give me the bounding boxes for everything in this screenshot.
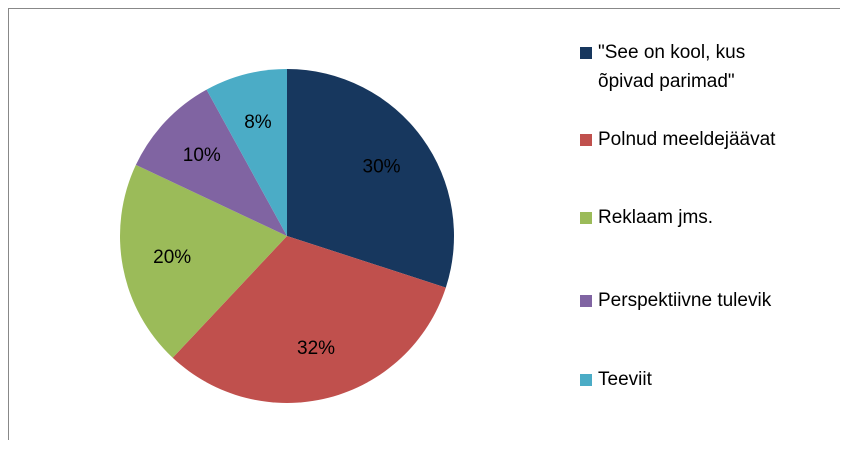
pie-slice (135, 89, 287, 236)
pie-slice (287, 69, 454, 288)
legend-label: Polnud meeldejäävat (598, 129, 776, 150)
data-label: 32% (297, 338, 335, 359)
legend-label: "See on kool, kus õpivad parimad" (598, 42, 746, 92)
legend-entry: "See on kool, kus õpivad parimad" (580, 38, 840, 96)
frame (8, 8, 840, 440)
legend-label: Perspektiivne tulevik (598, 290, 772, 311)
legend-swatch (580, 295, 592, 307)
legend-swatch (580, 374, 592, 386)
data-label: 30% (363, 156, 401, 177)
pie-slice (119, 164, 287, 358)
legend-entry: Perspektiivne tulevik (580, 286, 840, 315)
legend-entry: Polnud meeldejäävat (580, 125, 840, 154)
legend-swatch (580, 47, 592, 59)
legend-entry: Reklaam jms. (580, 203, 840, 232)
data-label: 10% (183, 145, 221, 166)
pie-slice (206, 69, 287, 236)
legend-label: Reklaam jms. (598, 207, 714, 228)
legend-entry: Teeviit (580, 365, 840, 394)
legend-label: Teeviit (598, 369, 652, 390)
legend-swatch (580, 134, 592, 146)
data-label: 8% (244, 112, 272, 133)
data-label: 20% (153, 247, 191, 268)
legend-swatch (580, 212, 592, 224)
pie-slice (172, 236, 446, 404)
